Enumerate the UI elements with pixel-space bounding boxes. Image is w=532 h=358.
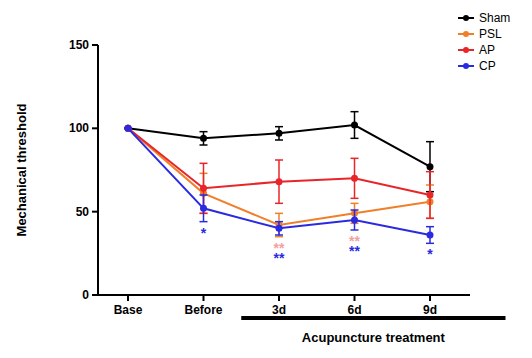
x-tick-label: 6d <box>347 303 361 317</box>
error-bar <box>200 195 208 222</box>
x-axis <box>98 294 470 296</box>
annotation: Acupuncture treatment <box>302 330 446 345</box>
y-tick <box>92 211 98 213</box>
y-tick <box>92 294 98 296</box>
error-bar <box>351 112 359 139</box>
y-tick-label: 150 <box>69 38 89 52</box>
x-tick-label: Before <box>184 303 222 317</box>
legend-entry: CP <box>458 59 496 73</box>
point <box>351 217 358 224</box>
error-cap <box>275 126 283 128</box>
error-cap <box>426 171 434 173</box>
error-cap <box>351 229 359 231</box>
x-tick <box>354 295 356 301</box>
legend-entry: AP <box>458 43 495 57</box>
legend-marker <box>463 63 469 69</box>
error-cap <box>351 209 359 211</box>
legend-label: Sham <box>479 11 510 25</box>
error-cap <box>275 139 283 141</box>
error-cap <box>426 218 434 220</box>
point <box>351 175 358 182</box>
point <box>276 178 283 185</box>
error-cap <box>351 203 359 205</box>
error-bar <box>426 227 434 244</box>
error-cap <box>200 221 208 223</box>
annotation: ** <box>349 243 360 259</box>
error-cap <box>351 111 359 113</box>
treatment-bar <box>241 316 505 320</box>
error-cap <box>426 218 434 220</box>
point <box>200 205 207 212</box>
legend-marker <box>463 15 469 21</box>
error-cap <box>200 131 208 133</box>
error-cap <box>351 138 359 140</box>
point <box>427 232 434 239</box>
error-cap <box>275 234 283 236</box>
error-bar <box>275 127 283 140</box>
legend-entry: Sham <box>458 11 510 25</box>
point <box>276 225 283 232</box>
y-tick-label: 50 <box>76 205 90 219</box>
error-cap <box>200 144 208 146</box>
error-cap <box>275 159 283 161</box>
point <box>125 125 132 132</box>
series-line <box>128 125 430 167</box>
chart: 0 50 100 150 Base Before 3d 6d 9d Mechanical thre… <box>0 0 532 358</box>
y-axis <box>97 45 99 295</box>
annotation: * <box>201 225 207 241</box>
y-tick-label: 100 <box>69 121 89 135</box>
point <box>125 125 132 132</box>
error-cap <box>351 198 359 200</box>
y-axis-label: Mechanical threshold <box>14 103 29 236</box>
series-line <box>128 128 430 235</box>
legend-entry: PSL <box>458 27 502 41</box>
point <box>125 125 132 132</box>
error-bar <box>275 160 283 203</box>
point <box>200 185 207 192</box>
error-cap <box>200 194 208 196</box>
error-bar <box>351 158 359 198</box>
y-tick-label: 0 <box>82 288 89 302</box>
error-cap <box>275 203 283 205</box>
error-cap <box>275 236 283 238</box>
error-cap <box>426 226 434 228</box>
point <box>276 130 283 137</box>
legend-label: AP <box>479 43 495 57</box>
error-bar <box>351 210 359 230</box>
error-cap <box>200 163 208 165</box>
error-cap <box>426 243 434 245</box>
error-bar <box>200 132 208 145</box>
annotation: ** <box>274 250 285 266</box>
error-cap <box>275 221 283 223</box>
x-tick <box>127 295 129 301</box>
x-tick-label: 3d <box>272 303 286 317</box>
legend-marker <box>463 47 469 53</box>
plot-data <box>124 112 434 244</box>
x-tick-label: 9d <box>423 303 437 317</box>
x-tick <box>278 295 280 301</box>
legend-label: PSL <box>479 27 502 41</box>
x-tick-label: Base <box>114 303 143 317</box>
point <box>351 122 358 129</box>
annotation: * <box>427 246 433 262</box>
y-tick <box>92 44 98 46</box>
point <box>427 192 434 199</box>
error-bar <box>426 172 434 219</box>
legend-marker <box>463 31 469 37</box>
error-cap <box>275 213 283 215</box>
point <box>125 125 132 132</box>
point <box>200 135 207 142</box>
error-cap <box>351 158 359 160</box>
legend-label: CP <box>479 59 496 73</box>
error-bar <box>275 213 283 236</box>
y-tick <box>92 127 98 129</box>
x-tick <box>429 295 431 301</box>
point <box>427 163 434 170</box>
error-cap <box>426 141 434 143</box>
x-tick <box>203 295 205 301</box>
error-bar <box>275 222 283 235</box>
